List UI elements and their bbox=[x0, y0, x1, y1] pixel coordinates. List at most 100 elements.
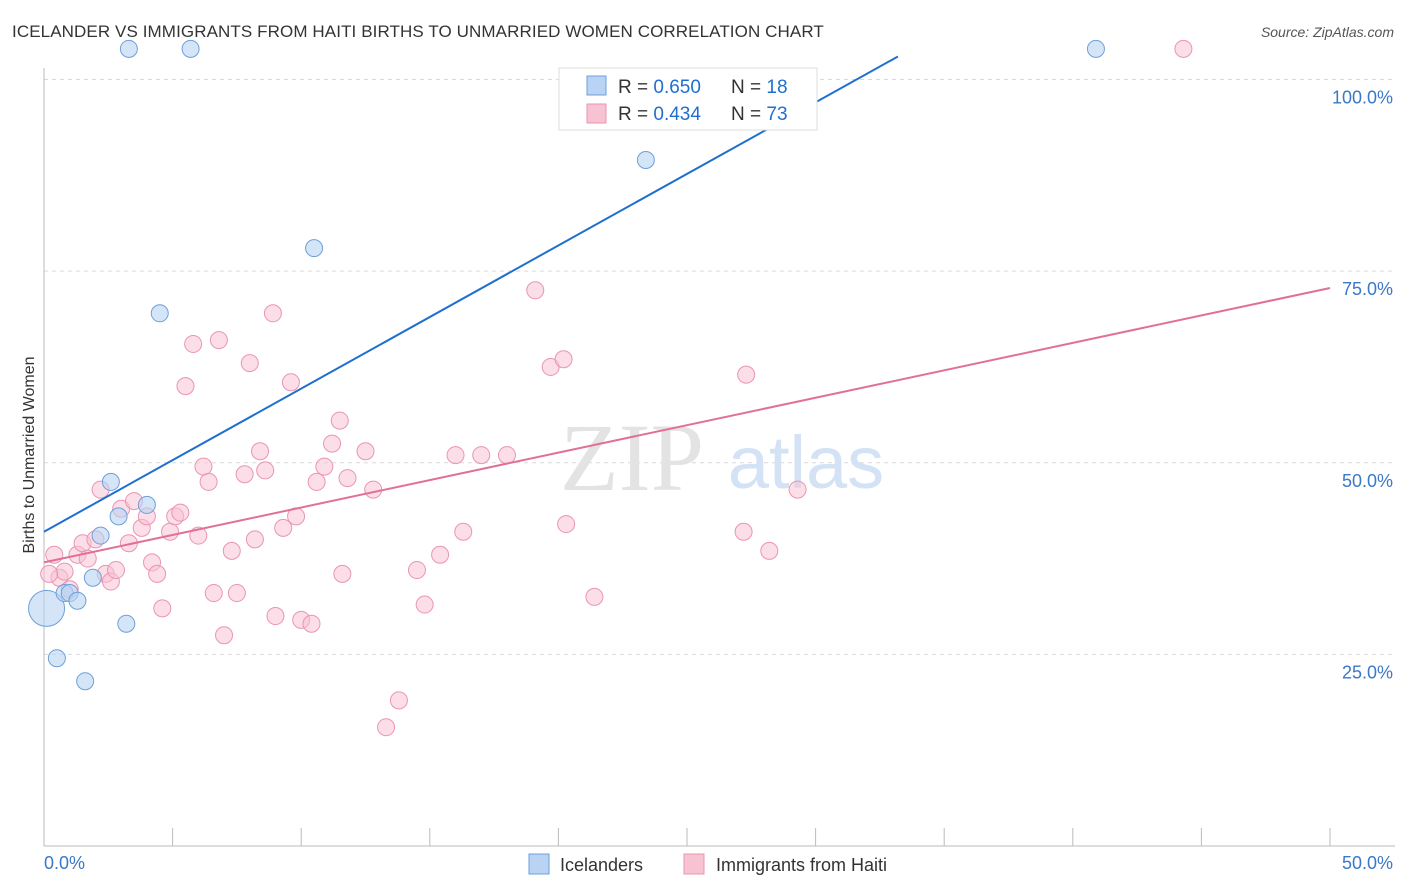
icelander-point bbox=[28, 589, 66, 627]
legend-blue-swatch bbox=[586, 75, 607, 96]
trend-lines bbox=[43, 55, 1331, 564]
icelander-trend-line bbox=[43, 55, 899, 533]
icelander-point bbox=[101, 472, 120, 491]
icelander-points bbox=[28, 39, 1105, 691]
legend-icelanders-swatch bbox=[528, 853, 550, 875]
y-tick-label: 50.0% bbox=[1342, 471, 1393, 491]
legend-n-value-1: 18 bbox=[766, 77, 787, 98]
haiti-point bbox=[338, 469, 357, 488]
haiti-point bbox=[734, 522, 753, 541]
haiti-point bbox=[209, 331, 228, 350]
haiti-point bbox=[557, 515, 576, 534]
haiti-point bbox=[472, 446, 491, 465]
haiti-point bbox=[199, 472, 218, 491]
svg-text:R = 0.434: R = 0.434 bbox=[618, 104, 701, 125]
haiti-point bbox=[364, 480, 383, 499]
haiti-point bbox=[176, 377, 195, 396]
icelander-point bbox=[119, 39, 138, 58]
haiti-point bbox=[323, 434, 342, 453]
y-tick-label: 75.0% bbox=[1342, 279, 1393, 299]
legend-icelanders-label: Icelanders bbox=[560, 855, 643, 875]
haiti-point bbox=[1174, 39, 1193, 58]
legend-r-label-2: R = bbox=[618, 104, 653, 125]
series-legend: Icelanders Immigrants from Haiti bbox=[528, 853, 887, 875]
haiti-point bbox=[407, 561, 426, 580]
haiti-point bbox=[55, 562, 74, 581]
haiti-point bbox=[788, 480, 807, 499]
haiti-point bbox=[281, 373, 300, 392]
haiti-point bbox=[153, 599, 172, 618]
y-tick-label: 25.0% bbox=[1342, 662, 1393, 682]
haiti-point bbox=[251, 442, 270, 461]
legend-r-label-1: R = bbox=[618, 77, 653, 98]
legend-n-label-1: N = bbox=[731, 77, 766, 98]
haiti-point bbox=[454, 522, 473, 541]
haiti-point bbox=[585, 587, 604, 606]
icelander-point bbox=[1086, 39, 1105, 58]
haiti-point bbox=[307, 472, 326, 491]
source-label: Source: ZipAtlas.com bbox=[1260, 24, 1394, 40]
haiti-point bbox=[194, 457, 213, 476]
legend-haiti-swatch bbox=[683, 853, 705, 875]
chart-title: ICELANDER VS IMMIGRANTS FROM HAITI BIRTH… bbox=[12, 22, 824, 41]
haiti-point bbox=[263, 304, 282, 323]
haiti-point bbox=[235, 465, 254, 484]
haiti-point bbox=[389, 691, 408, 710]
haiti-point bbox=[222, 541, 241, 560]
icelander-point bbox=[150, 304, 169, 323]
haiti-point bbox=[204, 584, 223, 603]
icelander-point bbox=[91, 526, 110, 545]
legend-pink-swatch bbox=[586, 103, 607, 124]
haiti-point bbox=[356, 442, 375, 461]
y-tick-label: 100.0% bbox=[1332, 88, 1393, 108]
haiti-point bbox=[302, 614, 321, 633]
haiti-point bbox=[256, 461, 275, 480]
haiti-point bbox=[274, 518, 293, 537]
svg-text:R = 0.650: R = 0.650 bbox=[618, 77, 701, 98]
haiti-trend-line bbox=[43, 287, 1331, 564]
watermark: ZIP atlas bbox=[560, 404, 884, 511]
icelander-point bbox=[83, 568, 102, 587]
haiti-point bbox=[497, 446, 516, 465]
svg-text:N = 18: N = 18 bbox=[731, 77, 788, 98]
icelander-point bbox=[636, 150, 655, 169]
legend-n-label-2: N = bbox=[731, 104, 766, 125]
stats-legend: R = 0.650 N = 18 R = 0.434 N = 73 bbox=[558, 67, 818, 131]
legend-r-value-2: 0.434 bbox=[653, 104, 701, 125]
haiti-point bbox=[377, 718, 396, 737]
haiti-point bbox=[171, 503, 190, 522]
haiti-point bbox=[431, 545, 450, 564]
y-axis-label: Births to Unmarried Women bbox=[21, 356, 38, 553]
legend-haiti-label: Immigrants from Haiti bbox=[716, 855, 887, 875]
x-tick-labels: 0.0% 50.0% bbox=[44, 853, 1393, 873]
haiti-point bbox=[446, 446, 465, 465]
legend-r-value-1: 0.650 bbox=[653, 77, 701, 98]
haiti-point bbox=[266, 607, 285, 626]
icelander-point bbox=[181, 39, 200, 58]
icelander-point bbox=[76, 672, 95, 691]
x-tick-label-max: 50.0% bbox=[1342, 853, 1393, 873]
haiti-point bbox=[184, 334, 203, 353]
icelander-point bbox=[68, 591, 87, 610]
axes bbox=[43, 68, 1395, 847]
icelander-point bbox=[117, 614, 136, 633]
haiti-point bbox=[737, 365, 756, 384]
icelander-point bbox=[137, 495, 156, 514]
haiti-point bbox=[526, 281, 545, 300]
haiti-point bbox=[215, 626, 234, 645]
y-tick-labels: 25.0% 50.0% 75.0% 100.0% bbox=[1332, 88, 1393, 683]
x-tick-label-min: 0.0% bbox=[44, 853, 85, 873]
haiti-points bbox=[40, 39, 1193, 737]
haiti-point bbox=[315, 457, 334, 476]
haiti-point bbox=[245, 530, 264, 549]
legend-n-value-2: 73 bbox=[766, 104, 787, 125]
haiti-point bbox=[148, 564, 167, 583]
haiti-point bbox=[760, 541, 779, 560]
haiti-point bbox=[240, 354, 259, 373]
icelander-point bbox=[47, 649, 66, 668]
haiti-point bbox=[554, 350, 573, 369]
icelander-point bbox=[305, 239, 324, 258]
haiti-point bbox=[330, 411, 349, 430]
haiti-point bbox=[415, 595, 434, 614]
